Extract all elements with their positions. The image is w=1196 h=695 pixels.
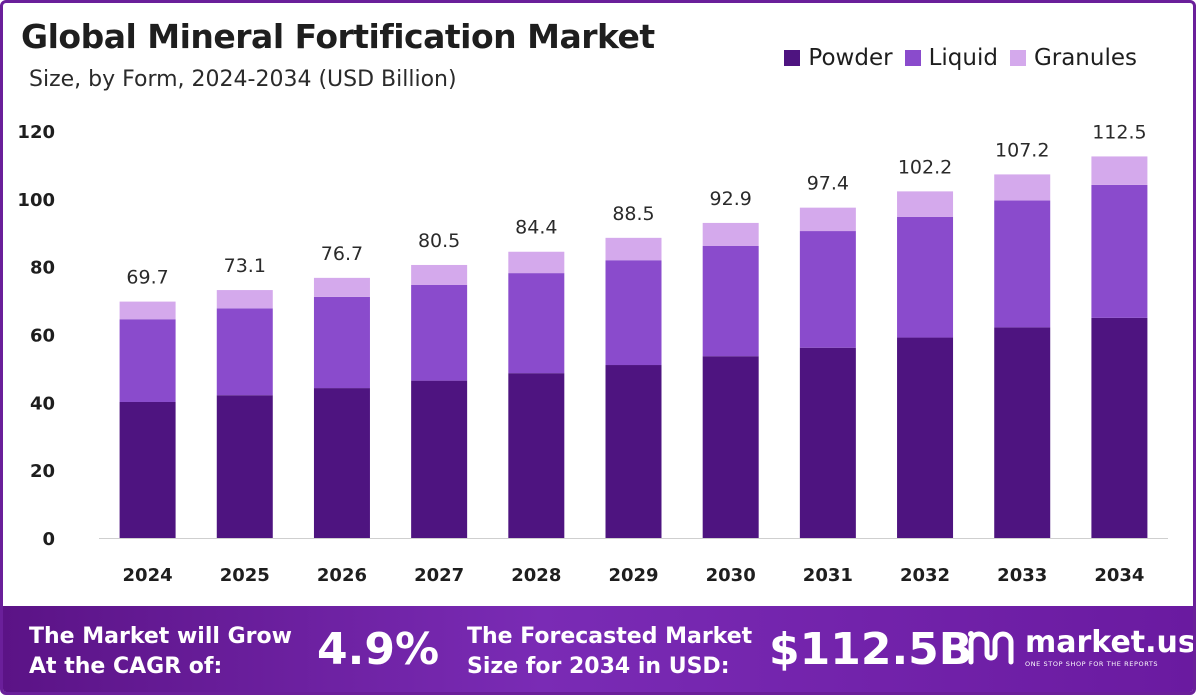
forecast-label-line1: The Forecasted Market <box>467 624 753 649</box>
chart-title: Global Mineral Fortification Market <box>21 17 655 56</box>
y-tick-label-4: 80 <box>30 258 55 279</box>
bar-liquid-2025 <box>216 308 273 396</box>
y-tick-label-0: 0 <box>42 529 55 550</box>
legend-label-powder: Powder <box>808 45 893 71</box>
bar-total-label-2029: 88.5 <box>612 203 654 225</box>
cagr-label-line2: At the CAGR of: <box>29 654 223 679</box>
bar-total-label-2031: 97.4 <box>807 173 849 195</box>
bar-granules-2027 <box>411 264 468 285</box>
market-us-logo-icon <box>968 631 1014 665</box>
legend-label-liquid: Liquid <box>928 45 998 71</box>
x-tick-label-2024: 2024 <box>123 565 173 586</box>
bar-total-label-2024: 69.7 <box>126 267 168 289</box>
cagr-label: The Market will Grow At the CAGR of: <box>29 622 292 682</box>
bar-granules-2025 <box>216 290 273 309</box>
bar-powder-2030 <box>702 356 759 538</box>
bar-powder-2034 <box>1091 317 1148 538</box>
bar-powder-2029 <box>605 365 662 538</box>
y-tick-label-1: 20 <box>30 461 55 482</box>
x-tick-label-2031: 2031 <box>803 565 853 586</box>
bar-total-label-2032: 102.2 <box>898 156 952 178</box>
bar-powder-2025 <box>216 395 273 538</box>
x-tick-label-2034: 2034 <box>1094 565 1144 586</box>
bar-liquid-2032 <box>897 216 954 338</box>
x-tick-label-2028: 2028 <box>511 565 561 586</box>
bar-granules-2032 <box>897 191 954 217</box>
y-tick-label-3: 60 <box>30 326 55 347</box>
bar-granules-2030 <box>702 222 759 246</box>
bar-granules-2031 <box>799 207 856 232</box>
x-tick-label-2030: 2030 <box>706 565 756 586</box>
bar-liquid-2034 <box>1091 184 1148 318</box>
bar-powder-2024 <box>119 401 176 538</box>
legend-item-liquid: Liquid <box>904 45 998 71</box>
y-tick-label-2: 40 <box>30 393 55 414</box>
bar-powder-2026 <box>313 388 370 538</box>
bar-total-label-2028: 84.4 <box>515 217 557 239</box>
bar-granules-2033 <box>994 174 1051 201</box>
brand-logo: market.us ONE STOP SHOP FOR THE REPORTS <box>965 625 1196 669</box>
bar-liquid-2024 <box>119 319 176 402</box>
x-tick-label-2026: 2026 <box>317 565 367 586</box>
bar-granules-2034 <box>1091 156 1148 185</box>
chart-legend: Powder Liquid Granules <box>784 45 1137 71</box>
x-tick-label-2032: 2032 <box>900 565 950 586</box>
forecast-value: $112.5B <box>769 624 973 675</box>
legend-item-granules: Granules <box>1009 45 1137 71</box>
bar-liquid-2030 <box>702 245 759 357</box>
brand-tagline: ONE STOP SHOP FOR THE REPORTS <box>1025 660 1159 668</box>
legend-item-powder: Powder <box>784 45 893 71</box>
footer-banner: The Market will Grow At the CAGR of: 4.9… <box>3 606 1196 692</box>
bar-granules-2024 <box>119 301 176 320</box>
bar-liquid-2028 <box>508 273 565 374</box>
legend-swatch-liquid <box>904 50 921 66</box>
bar-granules-2029 <box>605 237 662 261</box>
x-tick-label-2027: 2027 <box>414 565 464 586</box>
y-tick-label-5: 100 <box>17 190 55 211</box>
legend-swatch-granules <box>1009 50 1026 66</box>
bar-powder-2033 <box>994 327 1051 538</box>
bar-liquid-2026 <box>313 296 370 389</box>
brand-name: market.us <box>1025 625 1196 660</box>
brand-text: market.us ONE STOP SHOP FOR THE REPORTS <box>1025 625 1196 669</box>
bar-liquid-2031 <box>799 231 856 348</box>
cagr-value: 4.9% <box>317 624 440 675</box>
bar-granules-2028 <box>508 251 565 274</box>
bar-total-label-2025: 73.1 <box>224 255 266 277</box>
x-tick-label-2025: 2025 <box>220 565 270 586</box>
bar-total-label-2027: 80.5 <box>418 230 460 252</box>
bar-powder-2028 <box>508 373 565 538</box>
legend-swatch-powder <box>784 50 801 66</box>
bar-liquid-2029 <box>605 260 662 366</box>
bar-total-label-2034: 112.5 <box>1092 121 1146 143</box>
x-tick-label-2029: 2029 <box>608 565 658 586</box>
bar-total-label-2030: 92.9 <box>710 188 752 210</box>
bar-total-label-2026: 76.7 <box>321 243 363 265</box>
bar-granules-2026 <box>313 277 370 297</box>
bar-total-label-2033: 107.2 <box>995 139 1049 161</box>
forecast-label: The Forecasted Market Size for 2034 in U… <box>467 622 752 682</box>
y-tick-label-6: 120 <box>17 122 55 143</box>
cagr-label-line1: The Market will Grow <box>29 624 292 649</box>
x-tick-label-2033: 2033 <box>997 565 1047 586</box>
bar-chart: 0 20 40 60 80 100 120 69.7 2024 73.1 2025 76.7 2026 8… <box>17 121 1168 586</box>
bar-powder-2032 <box>897 337 954 538</box>
bar-liquid-2033 <box>994 200 1051 328</box>
chart-subtitle: Size, by Form, 2024-2034 (USD Billion) <box>29 67 457 92</box>
legend-label-granules: Granules <box>1033 45 1137 71</box>
bar-powder-2031 <box>799 347 856 538</box>
bar-powder-2027 <box>411 380 468 538</box>
forecast-label-line2: Size for 2034 in USD: <box>467 654 730 679</box>
bar-liquid-2027 <box>411 284 468 381</box>
